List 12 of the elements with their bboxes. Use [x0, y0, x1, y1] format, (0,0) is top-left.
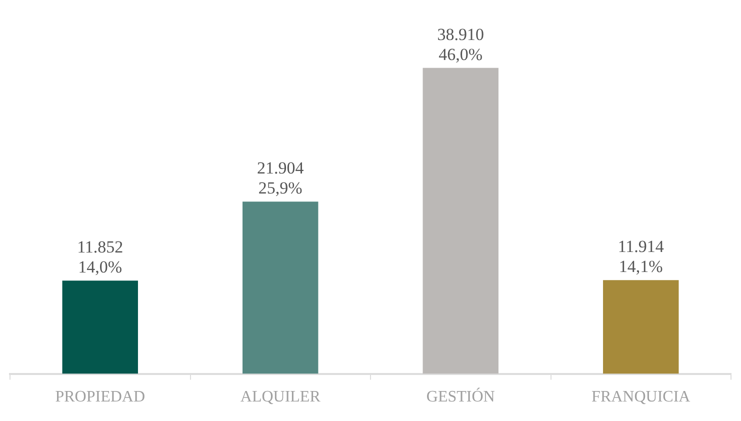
bar	[62, 280, 138, 374]
data-label: 11.914 14,1%	[618, 237, 664, 276]
x-tick-label: GESTIÓN	[426, 388, 496, 406]
bar	[242, 202, 318, 374]
x-tick-label: PROPIEDAD	[55, 388, 146, 406]
data-label: 11.852 14,0%	[77, 238, 124, 277]
bar	[422, 68, 498, 374]
x-tick-label: FRANQUICIA	[592, 388, 691, 406]
x-tick-label: ALQUILER	[240, 388, 321, 406]
bar	[603, 280, 679, 374]
data-label: 21.904 25,9%	[257, 158, 304, 198]
data-label: 38.910 46,0%	[437, 24, 484, 64]
